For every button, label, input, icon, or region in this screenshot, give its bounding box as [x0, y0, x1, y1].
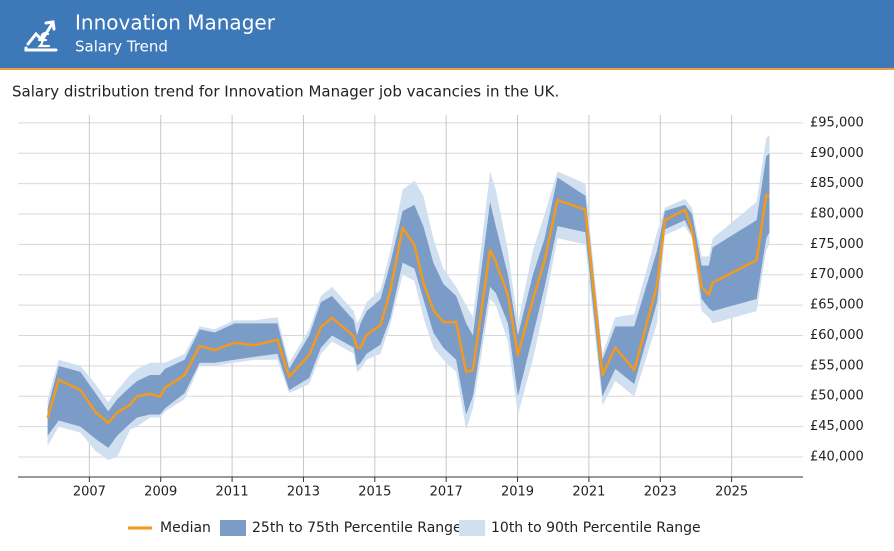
header-bar: [0, 0, 894, 68]
y-tick-label: £95,000: [810, 115, 864, 130]
y-tick-label: £40,000: [810, 449, 864, 464]
legend-label: Median: [160, 520, 211, 536]
legend-label: 25th to 75th Percentile Range: [252, 520, 462, 536]
header-icon: [24, 20, 58, 52]
y-tick-label: £80,000: [810, 207, 864, 222]
legend-swatch: [220, 520, 246, 536]
x-tick-label: 2021: [572, 485, 605, 500]
header-rule: [0, 68, 894, 70]
description: Salary distribution trend for Innovation…: [12, 83, 559, 101]
x-tick-label: 2019: [501, 485, 534, 500]
y-tick-label: £55,000: [810, 358, 864, 373]
legend-swatch: [459, 520, 485, 536]
x-tick-label: 2015: [358, 485, 391, 500]
y-tick-label: £65,000: [810, 298, 864, 313]
x-tick-label: 2009: [144, 485, 177, 500]
x-tick-label: 2007: [73, 485, 106, 500]
y-tick-label: £90,000: [810, 146, 864, 161]
x-tick-label: 2011: [216, 485, 249, 500]
legend-label: 10th to 90th Percentile Range: [491, 520, 701, 536]
x-tick-label: 2017: [430, 485, 463, 500]
y-tick-label: £75,000: [810, 237, 864, 252]
y-tick-label: £45,000: [810, 419, 864, 434]
y-tick-label: £85,000: [810, 176, 864, 191]
y-tick-label: £60,000: [810, 328, 864, 343]
y-tick-label: £50,000: [810, 389, 864, 404]
x-tick-label: 2023: [644, 485, 677, 500]
header-subtitle: Salary Trend: [75, 38, 168, 56]
x-tick-label: 2013: [287, 485, 320, 500]
y-tick-label: £70,000: [810, 267, 864, 282]
percentile-band: [47, 153, 770, 448]
x-tick-label: 2025: [715, 485, 748, 500]
header-title: Innovation Manager: [75, 11, 276, 35]
median-line: [46, 193, 770, 425]
